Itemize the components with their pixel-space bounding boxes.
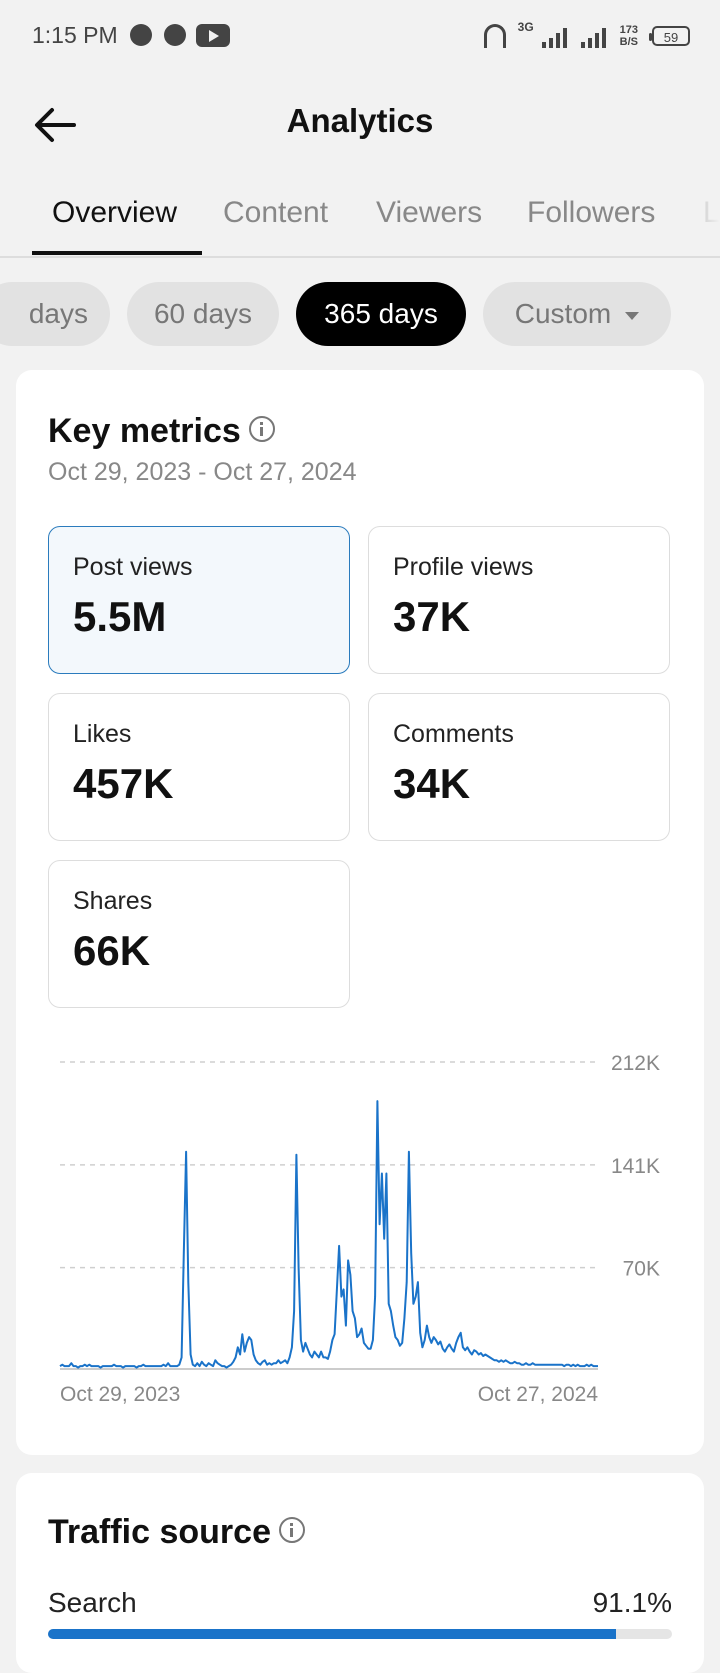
x-start-label: Oct 29, 2023 (60, 1383, 180, 1406)
back-button[interactable] (30, 102, 80, 148)
x-end-label: Oct 27, 2024 (478, 1383, 599, 1406)
period-chip-365-days[interactable]: 365 days (296, 282, 466, 346)
y-tick-label: 212K (611, 1052, 660, 1075)
network-speed: 173 B/S (619, 24, 638, 48)
status-bar: 1:15 PM 3G 173 B/S 59 (0, 0, 720, 72)
arrow-left-icon (35, 108, 76, 142)
traffic-source-card: Traffic source Search 91.1% (16, 1473, 704, 1673)
tab-overview[interactable]: Overview (52, 196, 178, 229)
tab-content[interactable]: Content (223, 196, 329, 229)
traffic-source-name: Search (48, 1587, 137, 1618)
traffic-source-percent: 91.1% (592, 1587, 672, 1618)
y-tick-label: 141K (611, 1155, 660, 1178)
period-chip-60-days[interactable]: 60 days (127, 282, 279, 346)
headset-icon (483, 24, 506, 48)
active-tab-indicator (32, 251, 202, 255)
metric-post-views[interactable]: Post views 5.5M (48, 526, 350, 674)
caret-down-icon (625, 311, 640, 320)
metric-likes[interactable]: Likes 457K (48, 693, 350, 841)
post-views-chart: 212K 141K 70K Oct 29, 2023 Oct 27, 2024 (59, 1052, 660, 1406)
messenger-icon (130, 24, 152, 46)
metric-comments[interactable]: Comments 34K (368, 693, 670, 841)
page-title: Analytics (286, 102, 434, 139)
signal-icon: 3G (518, 20, 567, 48)
tab-followers[interactable]: Followers (527, 196, 656, 229)
battery-icon: 59 (649, 26, 690, 46)
info-icon[interactable] (248, 416, 275, 443)
app-header: Analytics (0, 80, 720, 170)
messenger-icon (164, 24, 186, 46)
signal-icon (580, 24, 606, 48)
traffic-source-title: Traffic source (48, 1513, 305, 1552)
period-chip-partial[interactable]: days (0, 282, 110, 346)
youtube-icon (196, 24, 230, 47)
date-range: Oct 29, 2023 - Oct 27, 2024 (48, 458, 357, 486)
status-icons: 3G 173 B/S 59 (483, 20, 690, 52)
period-chip-custom[interactable]: Custom (483, 282, 671, 346)
info-icon[interactable] (278, 1517, 305, 1544)
tab-viewers[interactable]: Viewers (376, 196, 483, 229)
tab-fade (660, 178, 720, 254)
traffic-source-bar-fill (48, 1629, 617, 1639)
period-selector: days 60 days 365 days Custom (0, 282, 720, 346)
key-metrics-title: Key metrics (48, 412, 275, 451)
key-metrics-card: Key metrics Oct 29, 2023 - Oct 27, 2024 … (16, 370, 704, 1455)
traffic-source-bar (48, 1629, 672, 1639)
tab-bar: Overview Content Viewers Followers L (0, 178, 720, 258)
y-tick-label: 70K (623, 1258, 660, 1281)
metric-shares[interactable]: Shares 66K (48, 860, 350, 1008)
post-views-line (59, 1100, 598, 1369)
status-time: 1:15 PM (32, 22, 118, 48)
metric-profile-views[interactable]: Profile views 37K (368, 526, 670, 674)
